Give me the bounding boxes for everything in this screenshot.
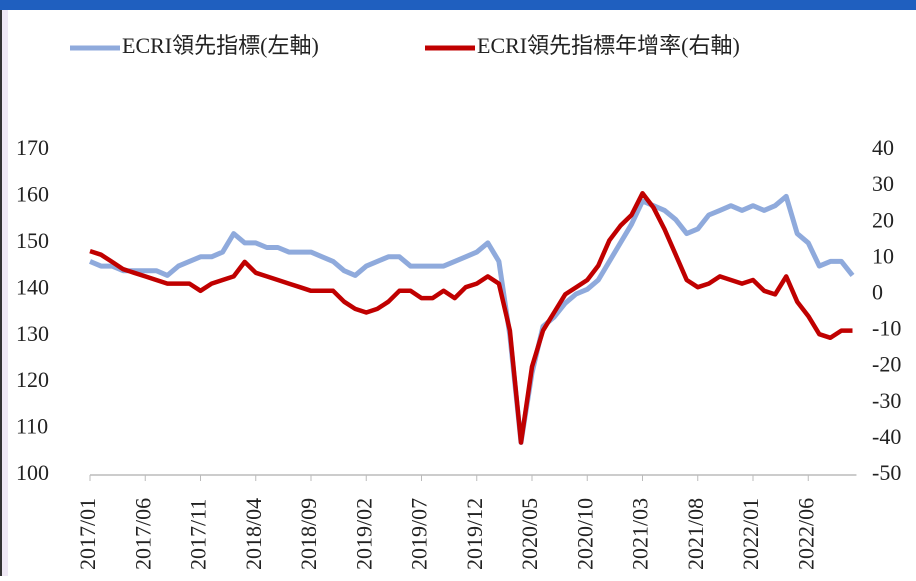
x-tick-label: 2020/05	[517, 498, 542, 570]
x-tick-label: 2020/10	[572, 498, 597, 570]
legend-label: ECRI領先指標(左軸)	[122, 33, 319, 58]
y2-tick-label: -50	[872, 460, 901, 485]
y-tick-label: 120	[16, 367, 49, 392]
y2-tick-label: 0	[872, 279, 883, 304]
y2-tick-label: -40	[872, 424, 901, 449]
line-series	[89, 193, 855, 445]
top-bar	[0, 0, 916, 10]
left-strip	[0, 10, 8, 576]
x-tick-label: 2021/03	[628, 498, 653, 570]
y-tick-label: 110	[16, 414, 48, 439]
x-tick-label: 2018/09	[296, 498, 321, 570]
y-tick-label: 170	[16, 135, 49, 160]
line-series	[89, 191, 853, 445]
y-tick-label: 100	[16, 460, 49, 485]
x-tick-label: 2021/08	[683, 498, 708, 570]
y2-tick-label: 20	[872, 207, 894, 232]
x-tick-label: 2022/06	[793, 498, 818, 570]
y-tick-label: 140	[16, 274, 49, 299]
x-tick-label: 2019/07	[407, 498, 432, 570]
x-tick-label: 2019/02	[351, 498, 376, 570]
x-tick-label: 2019/12	[462, 498, 487, 570]
y2-tick-label: -30	[872, 388, 901, 413]
x-tick-label: 2022/01	[738, 498, 763, 570]
legend-label: ECRI領先指標年增率(右軸)	[477, 33, 740, 58]
x-tick-label: 2017/06	[130, 498, 155, 570]
x-tick-label: 2018/04	[241, 498, 266, 570]
y-tick-label: 130	[16, 321, 49, 346]
y-tick-label: 150	[16, 228, 49, 253]
y-tick-label: 160	[16, 181, 49, 206]
y2-tick-label: 10	[872, 243, 894, 268]
x-tick-label: 2017/11	[186, 499, 211, 570]
y2-tick-label: -10	[872, 316, 901, 341]
x-tick-label: 2017/01	[75, 498, 100, 570]
y2-tick-label: 40	[872, 135, 894, 160]
y2-tick-label: -20	[872, 352, 901, 377]
y2-tick-label: 30	[872, 171, 894, 196]
